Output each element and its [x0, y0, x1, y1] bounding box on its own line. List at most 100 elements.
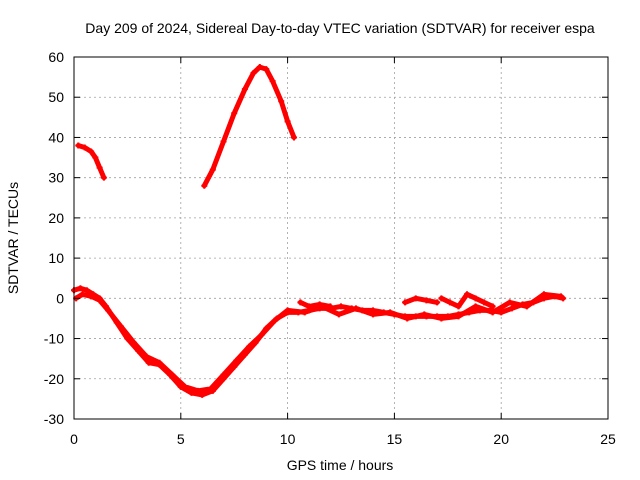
- x-tick-label: 20: [493, 431, 509, 447]
- data-point: [421, 311, 428, 318]
- x-tick-label: 15: [387, 431, 403, 447]
- data-point: [472, 303, 479, 310]
- data-point: [455, 303, 462, 310]
- data-point: [387, 309, 394, 316]
- grid: [74, 57, 608, 419]
- y-axis-title: SDTVAR / TECUs: [5, 182, 21, 294]
- data-point: [145, 359, 152, 366]
- data-point: [402, 299, 409, 306]
- data-point: [352, 305, 359, 312]
- data-point: [79, 291, 86, 298]
- data-point: [523, 303, 530, 310]
- chart-title: Day 209 of 2024, Sidereal Day-to-day VTE…: [85, 20, 595, 36]
- data-point: [297, 299, 304, 306]
- data-point: [220, 371, 227, 378]
- y-tick-label: 20: [48, 210, 64, 226]
- y-tick-label: 0: [56, 290, 64, 306]
- data-point: [88, 148, 95, 155]
- data-point: [231, 110, 238, 117]
- data-point: [434, 299, 441, 306]
- data-point: [404, 315, 411, 322]
- data-point: [464, 291, 471, 298]
- y-tick-label: 10: [48, 250, 64, 266]
- y-tick-label: 50: [48, 89, 64, 105]
- data-point: [370, 311, 377, 318]
- x-axis-title: GPS time / hours: [287, 457, 394, 473]
- data-point: [269, 78, 276, 85]
- data-point: [455, 313, 462, 320]
- data-point: [182, 383, 189, 390]
- data-point: [284, 307, 291, 314]
- data-point: [209, 166, 216, 173]
- data-point: [305, 303, 312, 310]
- data-point: [207, 385, 214, 392]
- data-point: [156, 359, 163, 366]
- data-point: [338, 303, 344, 310]
- data-point: [77, 285, 84, 292]
- data-point: [335, 311, 342, 318]
- x-tick-label: 10: [280, 431, 296, 447]
- data-point: [256, 64, 263, 71]
- data-point: [481, 299, 488, 306]
- data-point: [199, 391, 206, 398]
- data-point: [88, 293, 95, 300]
- data-point: [81, 144, 88, 151]
- y-tick-label: -10: [44, 331, 64, 347]
- y-tick-label: 60: [48, 49, 64, 65]
- data-point: [446, 299, 453, 306]
- data-point: [498, 309, 505, 316]
- data-point: [278, 98, 285, 105]
- data-point: [301, 309, 308, 316]
- data-point: [423, 297, 430, 304]
- data-point: [506, 299, 513, 306]
- series-upper-arc-2: [201, 64, 297, 189]
- x-tick-label: 5: [177, 431, 185, 447]
- data-point: [271, 317, 278, 324]
- series-main-arc-companion: [73, 291, 564, 394]
- data-point: [100, 174, 107, 181]
- data-point: [105, 307, 112, 314]
- series-layer: [71, 64, 567, 398]
- data-point: [201, 182, 208, 189]
- data-point: [250, 70, 257, 77]
- y-tick-label: 40: [48, 129, 64, 145]
- series-small-arc-15-17: [402, 295, 440, 305]
- y-tick-label: -30: [44, 411, 64, 427]
- data-point: [96, 164, 103, 171]
- data-point: [438, 315, 445, 322]
- data-point: [412, 295, 419, 302]
- data-point: [83, 287, 90, 294]
- ticks: 0 5 10 15 20 25 -30 -20 -10 0 10 20 30 40 50 60: [44, 49, 616, 447]
- data-point: [316, 301, 323, 308]
- data-point: [489, 303, 496, 310]
- data-point: [438, 295, 445, 302]
- data-point: [327, 303, 334, 310]
- data-point: [75, 142, 82, 149]
- data-point: [169, 371, 176, 378]
- x-tick-label: 25: [600, 431, 616, 447]
- plot-frame: [73, 56, 609, 420]
- y-tick-label: -20: [44, 371, 64, 387]
- data-point: [194, 387, 201, 394]
- data-point: [241, 86, 248, 93]
- data-point: [258, 331, 265, 338]
- x-tick-label: 0: [70, 431, 78, 447]
- data-point: [96, 297, 103, 304]
- data-point: [508, 305, 515, 312]
- data-point: [117, 323, 124, 330]
- data-point: [233, 357, 240, 364]
- data-point: [558, 293, 565, 300]
- y-tick-label: 30: [48, 170, 64, 186]
- data-point: [220, 138, 227, 145]
- series-small-arc-11-12: [297, 299, 333, 309]
- data-point: [92, 154, 99, 161]
- data-point: [143, 353, 150, 360]
- data-point: [263, 66, 270, 73]
- data-point: [489, 309, 496, 316]
- data-point: [130, 339, 137, 346]
- data-point: [284, 118, 291, 125]
- data-point: [291, 134, 298, 141]
- data-point: [246, 343, 253, 350]
- data-point: [540, 291, 547, 298]
